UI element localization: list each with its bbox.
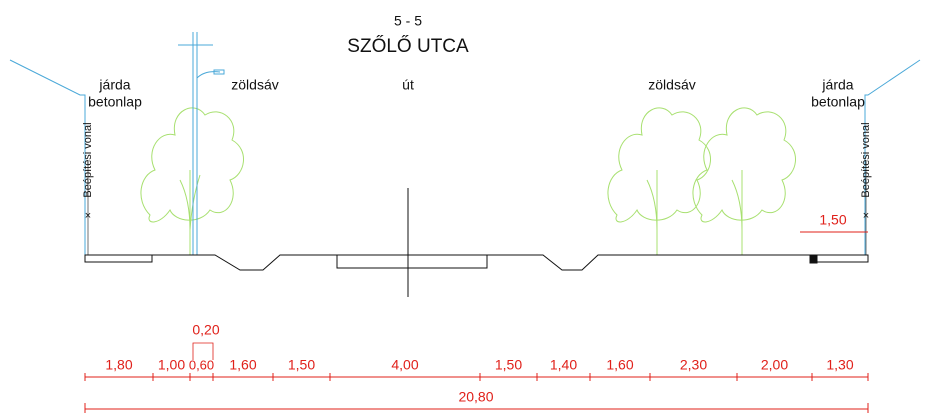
building-line-mark: × [85,210,91,222]
segment-label: 1,60 [229,357,256,373]
total-label: 20,80 [458,389,493,405]
segment-label: 1,00 [158,357,185,373]
pole-offset-leader [192,342,214,360]
tree-right-1 [607,107,711,255]
pavement-slab [811,254,869,263]
left-terrain [9,59,86,255]
zone-label: zöldsáv [648,77,695,93]
building-line-label: Beépítési vonal [82,122,94,197]
zone-label: betonlap [811,94,865,110]
pole-offset-label: 0,20 [192,322,219,338]
segment-label: 1,50 [495,357,522,373]
segment-label: 1,60 [606,357,633,373]
building-line-label: Beépítési vonal [860,122,872,197]
segment-label: 2,30 [680,357,707,373]
curb [809,255,818,264]
building-line-mark: × [863,210,869,222]
right-terrain [864,59,921,255]
zone-label: betonlap [88,94,142,110]
segment-label: 0,60 [189,357,214,372]
street-name: SZŐLŐ UTCA [347,35,469,57]
section-id: 5 - 5 [394,13,422,29]
zone-label: járda [821,77,853,93]
tree-left [140,107,244,255]
segment-label: 2,00 [761,357,788,373]
zone-label: út [402,77,414,93]
lamp-pole [178,32,225,255]
segment-label: 1,40 [550,357,577,373]
zone-label: járda [98,77,130,93]
labels: 5 - 5 SZŐLŐ UTCA 1,50 0,20 20,80 [192,13,846,405]
tree-right-2 [692,107,796,255]
segment-label: 1,80 [105,357,132,373]
zone-label: zöldsáv [231,77,278,93]
segment-label: 1,50 [288,357,315,373]
road-base [336,254,488,269]
segment-label: 4,00 [391,357,418,373]
segment-label: 1,30 [826,357,853,373]
setback-label: 1,50 [819,212,846,228]
pavement-slab [84,254,153,263]
